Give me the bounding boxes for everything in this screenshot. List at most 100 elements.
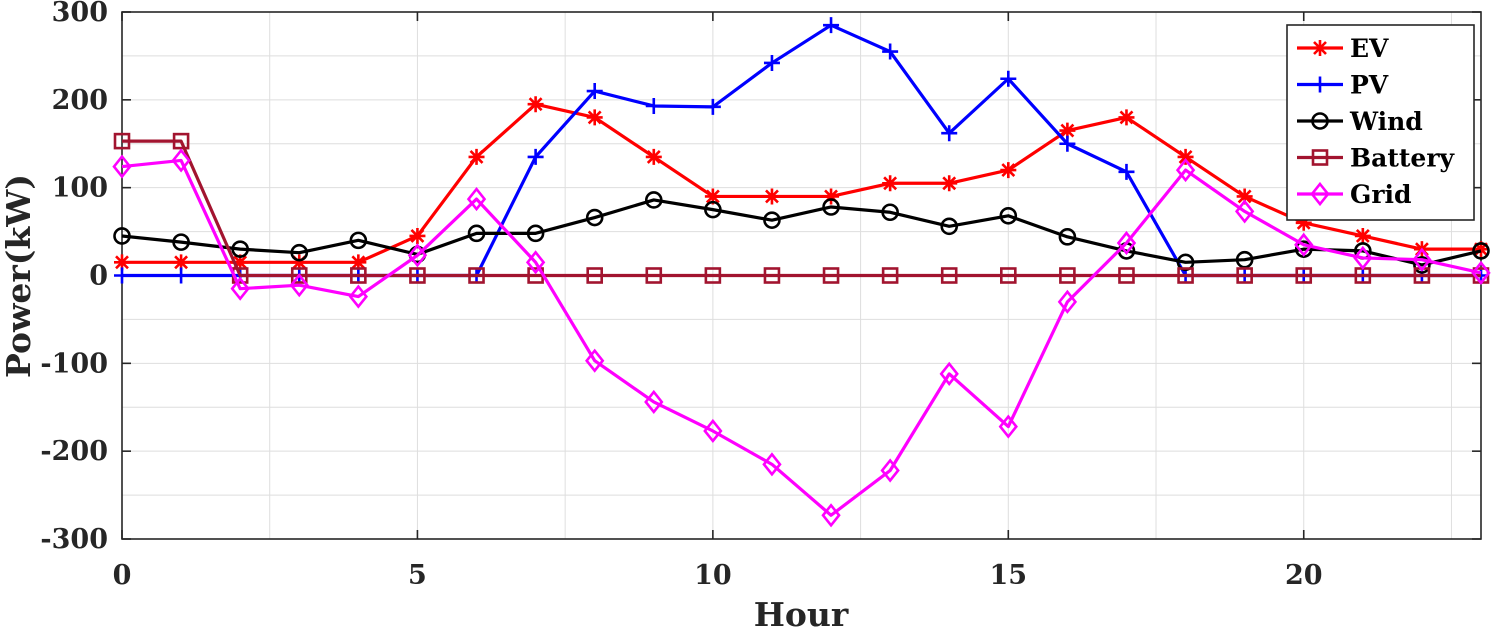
legend-item-pv: PV bbox=[1297, 71, 1389, 100]
data-point-pv bbox=[173, 267, 190, 284]
data-point-wind bbox=[822, 198, 840, 216]
data-point-pv bbox=[1059, 135, 1076, 152]
series-battery bbox=[113, 132, 1490, 284]
data-point-wind bbox=[349, 231, 368, 250]
data-point-battery bbox=[1236, 267, 1253, 284]
data-point-battery bbox=[350, 267, 367, 284]
data-point-ev bbox=[409, 227, 426, 244]
data-point-pv bbox=[704, 98, 721, 115]
data-point-battery bbox=[586, 267, 603, 284]
data-point-wind bbox=[1235, 250, 1254, 269]
legend-items: EV PV Wind Battery Grid bbox=[1297, 34, 1456, 209]
series-group bbox=[112, 17, 1491, 528]
x-tick-label: 0 bbox=[113, 560, 132, 591]
legend-item-wind: Wind bbox=[1297, 107, 1423, 136]
data-point-ev bbox=[232, 254, 249, 271]
y-axis-title: Power(kW) bbox=[0, 174, 38, 378]
data-point-wind bbox=[1413, 256, 1431, 274]
x-axis-title: Hour bbox=[754, 595, 849, 634]
data-point-grid bbox=[703, 418, 723, 444]
series-line-ev bbox=[122, 102, 1481, 264]
y-tick-label: -200 bbox=[40, 436, 108, 467]
series-line-pv bbox=[122, 23, 1481, 278]
data-point-wind bbox=[704, 200, 722, 219]
legend-label-ev: EV bbox=[1350, 34, 1389, 63]
legend-item-grid: Grid bbox=[1297, 180, 1412, 209]
data-point-grid bbox=[289, 273, 309, 298]
data-point-pv bbox=[645, 97, 662, 114]
y-tick-label: -300 bbox=[40, 524, 108, 555]
data-point-battery bbox=[1000, 267, 1017, 284]
legend-item-ev: EV bbox=[1297, 34, 1389, 63]
data-point-wind bbox=[1472, 242, 1490, 260]
data-point-pv bbox=[763, 54, 780, 71]
data-point-wind bbox=[644, 191, 663, 209]
data-point-wind bbox=[467, 224, 486, 243]
legend-marker-grid bbox=[1310, 181, 1330, 207]
legend-marker-pv bbox=[1312, 76, 1328, 93]
data-point-pv bbox=[586, 83, 603, 100]
x-tick-label: 10 bbox=[694, 560, 732, 591]
data-point-ev bbox=[823, 188, 840, 205]
y-tick-label: 0 bbox=[89, 261, 108, 292]
series-line-wind bbox=[121, 198, 1482, 267]
data-point-grid bbox=[1116, 230, 1137, 256]
data-point-grid bbox=[1057, 289, 1078, 314]
legend-item-battery: Battery bbox=[1297, 144, 1456, 173]
series-line-battery bbox=[122, 139, 1481, 278]
data-point-wind bbox=[763, 211, 781, 229]
data-point-ev bbox=[882, 175, 899, 192]
data-point-grid bbox=[1353, 245, 1373, 271]
data-point-grid bbox=[998, 414, 1018, 439]
legend-marker-battery bbox=[1311, 149, 1329, 166]
data-point-ev bbox=[1177, 148, 1194, 165]
legend-label-grid: Grid bbox=[1350, 180, 1412, 209]
data-point-ev bbox=[291, 254, 308, 271]
data-point-ev bbox=[1059, 122, 1076, 139]
data-point-ev bbox=[1354, 227, 1371, 244]
data-point-ev bbox=[350, 254, 367, 271]
data-point-wind bbox=[231, 240, 249, 258]
data-point-grid bbox=[171, 148, 191, 173]
data-point-ev bbox=[645, 148, 662, 165]
data-point-grid bbox=[880, 458, 900, 483]
data-point-ev bbox=[1473, 241, 1489, 258]
data-point-grid bbox=[407, 243, 428, 268]
data-point-battery bbox=[1118, 267, 1135, 284]
data-point-battery bbox=[113, 132, 131, 150]
data-point-wind bbox=[172, 233, 190, 251]
data-point-ev bbox=[704, 188, 721, 205]
y-tick-label: 300 bbox=[52, 0, 108, 28]
series-ev bbox=[114, 96, 1489, 271]
data-point-battery bbox=[822, 267, 840, 284]
data-point-wind bbox=[999, 206, 1018, 225]
data-point-wind bbox=[940, 217, 959, 236]
data-point-wind bbox=[290, 243, 309, 262]
data-point-grid bbox=[644, 389, 664, 415]
data-point-ev bbox=[1236, 188, 1253, 205]
x-tick-label: 5 bbox=[408, 560, 427, 591]
data-point-pv bbox=[823, 17, 840, 34]
y-tick-label: 200 bbox=[52, 85, 108, 116]
data-point-pv bbox=[882, 43, 899, 60]
data-point-ev bbox=[1000, 162, 1017, 179]
y-tick-label: -100 bbox=[40, 348, 108, 379]
legend: EV PV Wind Battery Grid bbox=[1286, 24, 1475, 221]
legend-label-pv: PV bbox=[1350, 71, 1389, 100]
data-point-battery bbox=[1059, 267, 1076, 284]
data-point-grid bbox=[821, 503, 841, 528]
data-point-pv bbox=[1000, 70, 1017, 87]
data-point-wind bbox=[1176, 253, 1195, 272]
data-point-grid bbox=[1412, 247, 1432, 272]
data-point-battery bbox=[409, 267, 426, 284]
data-point-wind bbox=[113, 227, 131, 245]
data-point-grid bbox=[1471, 260, 1491, 285]
data-point-ev bbox=[941, 175, 958, 192]
data-point-wind bbox=[585, 208, 604, 227]
legend-marker-ev bbox=[1312, 40, 1328, 56]
data-point-battery bbox=[1177, 267, 1194, 284]
data-point-ev bbox=[1295, 214, 1312, 231]
series-grid bbox=[112, 148, 1491, 528]
data-point-grid bbox=[1294, 232, 1314, 257]
